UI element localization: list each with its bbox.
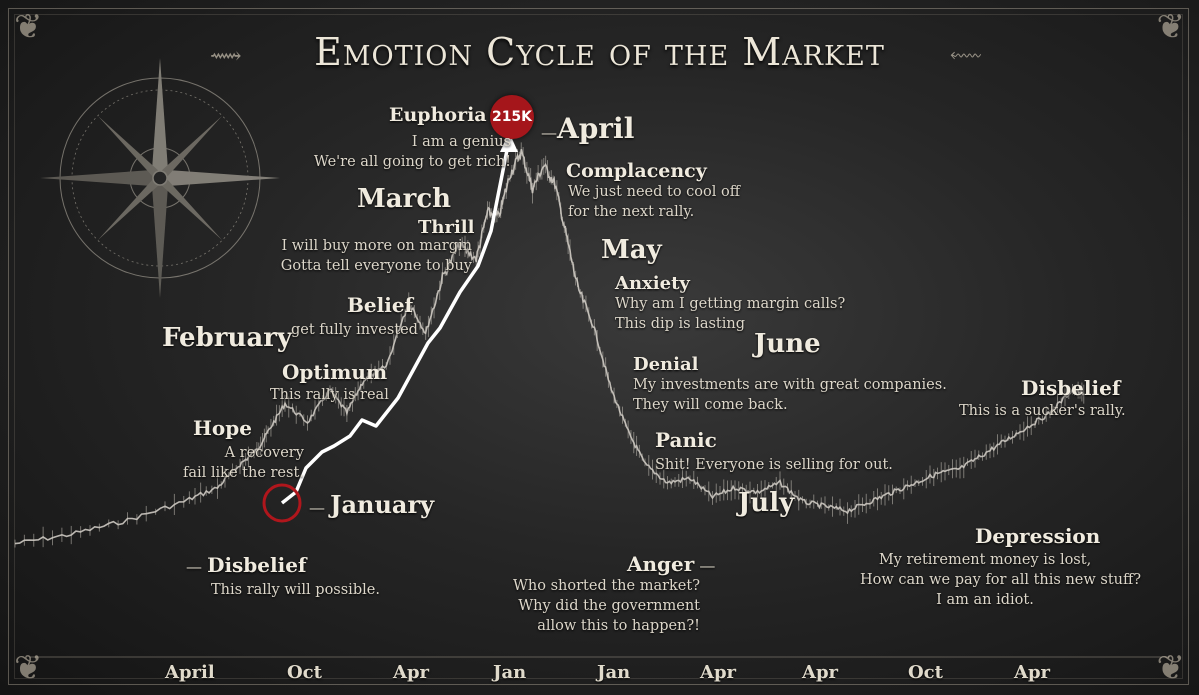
phase-hope: Hope	[193, 416, 252, 440]
month-january: — January	[309, 490, 435, 519]
ornament-flourish-icon: ⬳	[950, 44, 982, 69]
start-marker-circle	[262, 483, 302, 523]
phase-disbelief-start-text: This rally will possible.	[211, 582, 380, 598]
chart-title: Emotion Cycle of the Market	[314, 30, 885, 74]
x-tick-label: Jan	[493, 662, 527, 683]
phase-belief-text: get fully invested	[291, 322, 418, 338]
phase-panic-text: Shit! Everyone is selling for out.	[655, 457, 893, 473]
peak-badge: 215K	[490, 95, 534, 139]
trend-arrow-head	[500, 132, 518, 152]
phase-denial: Denial	[633, 354, 699, 375]
phase-thrill: Thrill	[418, 217, 475, 238]
x-tick-label: Apr	[802, 662, 839, 683]
phase-optimum-text: This rally is real	[270, 387, 389, 403]
phase-complacency-text: We just need to cool off for the next ral…	[568, 184, 741, 220]
phase-depression-text: My retirement money is lost, How can we p…	[860, 552, 1142, 608]
phase-thrill-text: I will buy more on margin Gotta tell ever…	[280, 238, 472, 274]
phase-anxiety-text: Why am I getting margin calls? This dip i…	[615, 296, 846, 332]
phase-anxiety: Anxiety	[615, 273, 690, 294]
month-june: June	[754, 329, 821, 359]
phase-complacency: Complacency	[566, 160, 707, 182]
month-july: July	[738, 488, 795, 518]
phase-panic: Panic	[655, 428, 717, 452]
x-tick-label: Apr	[700, 662, 737, 683]
phase-euphoria: Euphoria	[389, 104, 487, 126]
corner-ornament-icon: ❦	[1156, 7, 1186, 47]
x-tick-label: Apr	[1014, 662, 1051, 683]
x-tick-label: Oct	[287, 662, 322, 683]
x-tick-label: Apr	[393, 662, 430, 683]
month-may: May	[601, 235, 662, 265]
phase-anger: Anger —	[627, 552, 716, 576]
phase-euphoria-text: I am a genius We're all going to get rich…	[313, 134, 511, 170]
compass-rose-icon	[40, 58, 280, 298]
phase-optimum: Optimum	[282, 360, 388, 384]
trend-arrow	[280, 132, 518, 505]
phase-disbelief-end: Disbelief	[1021, 376, 1121, 400]
phase-denial-text: My investments are with great companies.…	[633, 377, 947, 413]
phase-anger-text: Who shorted the market? Why did the gover…	[513, 578, 700, 634]
trend-arrow-line	[280, 139, 511, 505]
corner-ornament-icon: ❦	[14, 7, 43, 47]
x-tick-label: April	[165, 662, 215, 683]
month-february: February	[162, 323, 293, 353]
corner-ornament-icon: ❦	[14, 648, 43, 688]
corner-ornament-icon: ❦	[1156, 648, 1186, 688]
ornament-flourish-icon: ⟿	[210, 44, 242, 69]
phase-depression: Depression	[975, 524, 1101, 548]
x-tick-label: Oct	[908, 662, 943, 683]
phase-belief: Belief	[347, 293, 414, 317]
x-tick-label: Jan	[597, 662, 631, 683]
phase-disbelief-end-text: This is a sucker's rally.	[959, 403, 1126, 419]
phase-disbelief-start: — Disbelief	[186, 553, 307, 577]
month-march: March	[357, 184, 452, 214]
phase-hope-text: A recovery fail like the rest.	[183, 445, 304, 481]
month-april: —April	[541, 112, 635, 145]
